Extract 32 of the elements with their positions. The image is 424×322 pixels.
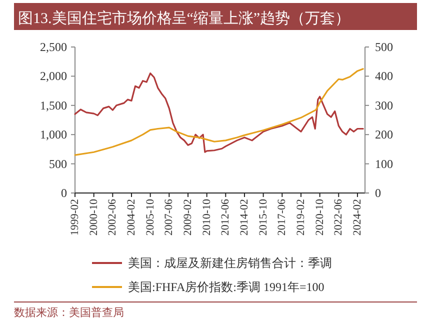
x-tick-label: 2017-06 xyxy=(276,198,288,236)
y2-tick-label: 100 xyxy=(375,156,393,171)
y2-tick-label: 500 xyxy=(375,40,393,54)
chart-title: 图13.美国住宅市场价格呈“缩量上涨”趋势（万套） xyxy=(18,10,350,27)
x-tick-label: 2014-02 xyxy=(238,199,250,236)
x-tick-label: 2012-06 xyxy=(220,198,232,236)
x-tick-label: 2015-10 xyxy=(257,198,270,236)
x-tick-label: 2002-06 xyxy=(106,198,119,236)
y-tick-label: 1,500 xyxy=(40,98,67,112)
x-tick-label: 1999-02 xyxy=(69,199,81,236)
y-tick-label: 500 xyxy=(49,156,67,171)
y-tick-label: 2,500 xyxy=(40,40,67,54)
x-tick-label: 2004-02 xyxy=(125,199,138,236)
x-tick-label: 2005-10 xyxy=(144,198,156,236)
y2-tick-label: 400 xyxy=(375,69,393,84)
x-tick-label: 2010-10 xyxy=(200,198,213,236)
x-tick-label: 2009-02 xyxy=(182,199,194,236)
x-tick-label: 2019-02 xyxy=(294,199,307,236)
x-tick-label: 2024-02 xyxy=(351,199,364,236)
y2-tick-label: 200 xyxy=(375,128,393,142)
y2-tick-label: 300 xyxy=(375,98,393,112)
y-tick-label: 1,000 xyxy=(40,128,67,142)
x-tick-label: 2007-06 xyxy=(163,198,176,236)
source-note: 数据来源：美国普查局 xyxy=(14,306,124,319)
y2-tick-label: 0 xyxy=(375,186,381,200)
y-tick-label: 2,000 xyxy=(40,69,67,84)
x-tick-label: 2000-10 xyxy=(88,198,100,236)
legend-label: 美国:FHFA房价指数:季调 1991年=100 xyxy=(128,280,324,294)
y-tick-label: 0 xyxy=(61,186,67,200)
legend-label: 美国：成屋及新建住房销售合计：季调 xyxy=(128,256,332,270)
x-tick-label: 2022-06 xyxy=(332,198,345,236)
x-tick-label: 2020-10 xyxy=(314,198,326,236)
